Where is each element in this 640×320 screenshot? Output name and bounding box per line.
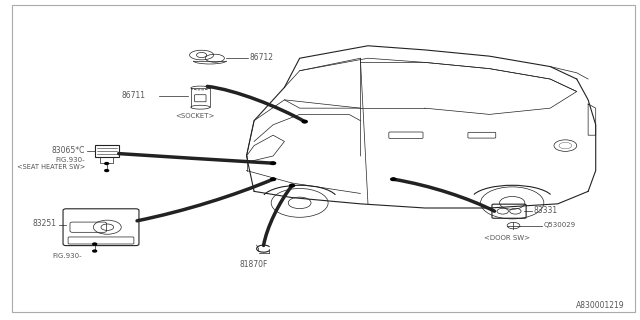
Circle shape xyxy=(105,163,109,164)
Circle shape xyxy=(271,178,276,180)
Circle shape xyxy=(105,170,109,172)
Text: <SEAT HEATER SW>: <SEAT HEATER SW> xyxy=(17,164,85,170)
Text: 83331: 83331 xyxy=(534,206,558,215)
Text: 81870F: 81870F xyxy=(240,260,268,269)
Text: FIG.930-: FIG.930- xyxy=(56,157,85,163)
Text: Q530029: Q530029 xyxy=(544,222,576,228)
Text: 86711: 86711 xyxy=(121,91,145,100)
Text: <DOOR SW>: <DOOR SW> xyxy=(484,235,530,241)
Circle shape xyxy=(391,178,396,180)
Circle shape xyxy=(271,162,276,164)
Circle shape xyxy=(289,184,294,187)
Text: 86712: 86712 xyxy=(249,53,273,62)
Text: <SOCKET>: <SOCKET> xyxy=(175,113,214,119)
Circle shape xyxy=(93,243,97,245)
Text: 83065*C: 83065*C xyxy=(52,146,85,155)
Circle shape xyxy=(302,120,307,123)
Text: FIG.930-: FIG.930- xyxy=(52,253,82,259)
Text: A830001219: A830001219 xyxy=(575,301,624,310)
Text: 83251: 83251 xyxy=(33,220,57,228)
Circle shape xyxy=(93,250,97,252)
